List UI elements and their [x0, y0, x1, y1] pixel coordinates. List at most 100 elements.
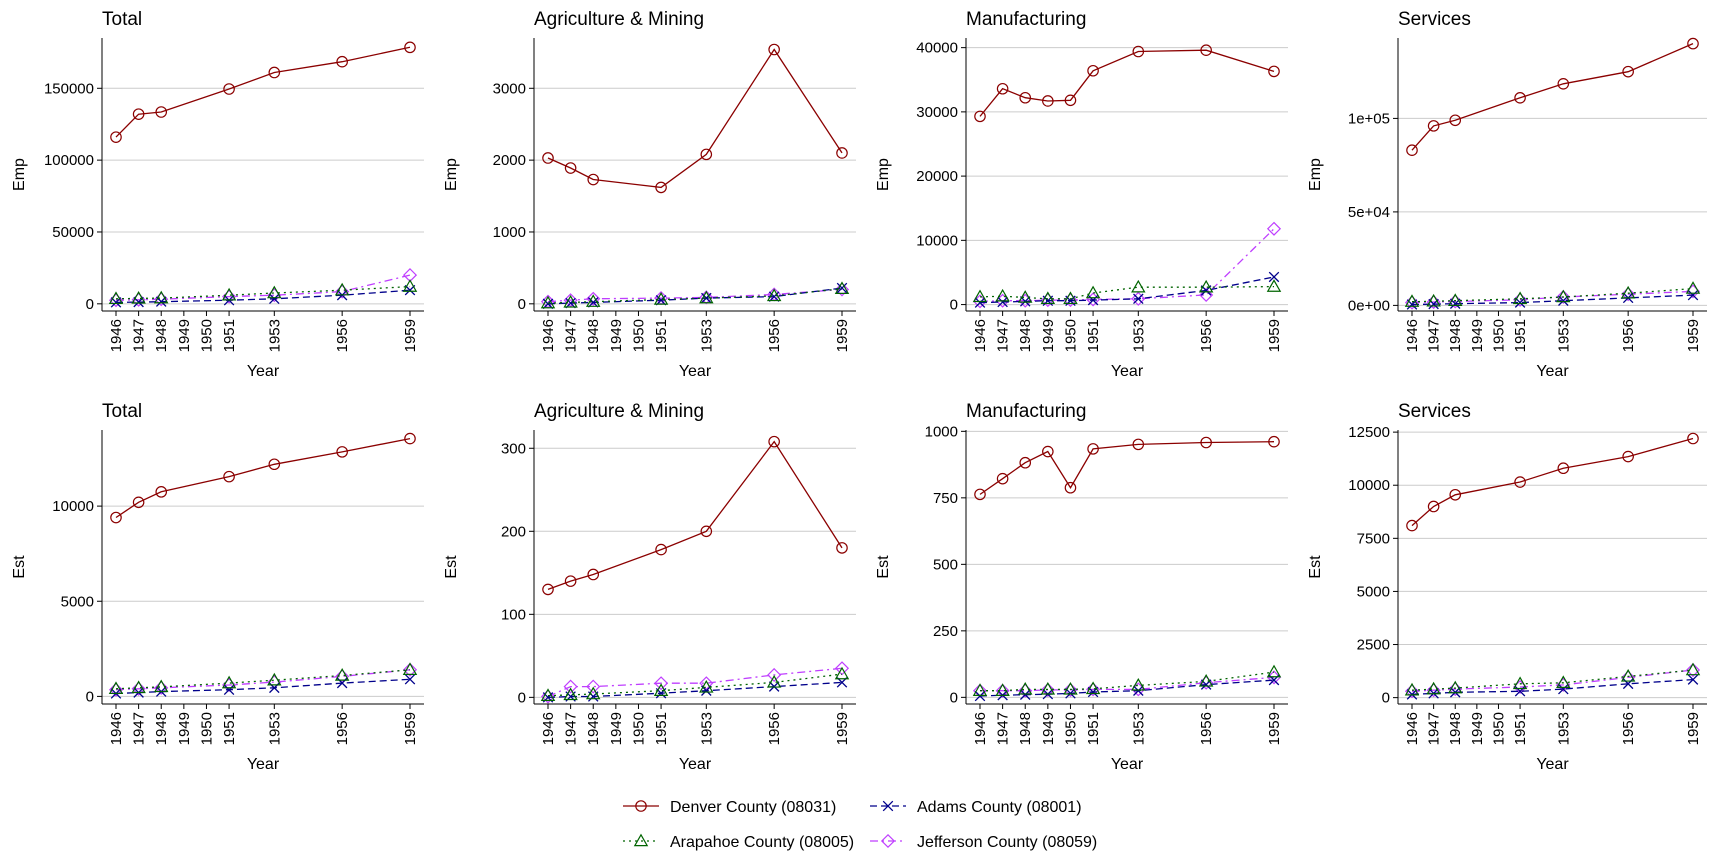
data-point — [1199, 287, 1214, 302]
data-point — [269, 293, 280, 305]
x-tick-label: 1953 — [698, 319, 715, 352]
data-point — [585, 686, 601, 700]
data-point — [1019, 91, 1032, 104]
data-point — [699, 290, 714, 305]
y-tick-label: 0 — [518, 689, 526, 706]
data-point — [540, 295, 556, 309]
data-point — [1557, 78, 1570, 90]
series-line — [1411, 43, 1694, 151]
data-point — [563, 294, 578, 308]
y-axis-label: Emp — [1307, 158, 1324, 191]
x-tick-label: 1946 — [540, 319, 557, 352]
data-point — [542, 152, 554, 164]
legend-label: Denver County (08031) — [670, 799, 836, 816]
panel-title: Manufacturing — [966, 401, 1086, 422]
data-point — [586, 679, 601, 694]
data-point — [1556, 289, 1571, 305]
x-tick-label: 1953 — [698, 712, 715, 745]
x-tick-label: 1949 — [176, 319, 193, 352]
series-arapahoe-county-08005 — [540, 281, 850, 309]
data-point — [404, 674, 416, 685]
data-point — [974, 297, 986, 308]
data-point — [766, 675, 782, 688]
y-tick-label: 40000 — [916, 40, 958, 57]
data-point — [335, 284, 350, 299]
series-line — [547, 667, 843, 698]
y-axis-label: Est — [443, 555, 460, 579]
legend-marker — [882, 800, 894, 812]
panel-est-agriculture-mining: Agriculture & Mining 0 100 200 300 1946 1947 19… — [443, 401, 856, 773]
series-denver-county-08031 — [1406, 432, 1699, 532]
x-tick-label: 1956 — [1198, 712, 1215, 745]
data-point — [587, 297, 599, 308]
series-line — [115, 274, 411, 301]
data-point — [972, 289, 988, 303]
y-tick-label: 0 — [86, 296, 94, 313]
legend-entry-arapahoe-county-08005: Arapahoe County (08005) — [623, 833, 854, 851]
y-tick-label: 250 — [933, 623, 958, 640]
legend-marker — [635, 800, 647, 812]
x-tick-label: 1951 — [1085, 712, 1102, 745]
series-jefferson-county-08059 — [540, 661, 850, 704]
x-tick-label: 1947 — [995, 319, 1012, 352]
legend-label: Adams County (08001) — [917, 799, 1082, 816]
data-point — [108, 291, 124, 305]
panel-title: Total — [102, 9, 142, 30]
data-point — [402, 662, 418, 676]
data-point — [586, 291, 601, 306]
data-point — [653, 292, 669, 305]
data-point — [336, 55, 348, 68]
data-point — [404, 432, 416, 445]
series-arapahoe-county-08005 — [972, 279, 1282, 305]
series-line — [547, 48, 843, 189]
y-tick-label: 5000 — [1357, 583, 1390, 600]
data-point — [1133, 293, 1144, 305]
data-point — [1133, 685, 1144, 696]
y-tick-label: 100000 — [44, 152, 94, 169]
data-point — [1687, 37, 1699, 50]
series-arapahoe-county-08005 — [108, 662, 418, 695]
x-tick-label: 1953 — [1555, 319, 1572, 352]
x-tick-label: 1948 — [153, 712, 170, 745]
panel-est-manufacturing: Manufacturing 0 250 500 750 1000 1946 1947 1948 1… — [875, 401, 1288, 773]
panel-emp-total: Total 0 50000 100000 150000 1946 1947 1948 1949 1… — [11, 9, 424, 380]
series-adams-county-08001 — [1406, 289, 1699, 310]
data-point — [768, 43, 780, 56]
data-point — [563, 679, 578, 694]
data-point — [1512, 291, 1528, 305]
data-point — [334, 282, 350, 296]
y-tick-label: 3000 — [493, 80, 526, 97]
data-point — [565, 297, 576, 309]
data-point — [834, 666, 850, 680]
data-point — [974, 488, 986, 501]
data-point — [334, 668, 350, 681]
data-point — [132, 108, 145, 120]
y-axis-label: Emp — [443, 158, 460, 191]
x-tick-label: 1959 — [1266, 319, 1283, 352]
panel-est-total: Total 0 5000 10000 1946 1947 1948 1949 1950 1951 1… — [11, 401, 424, 773]
data-point — [1040, 682, 1055, 697]
data-point — [1406, 144, 1418, 156]
data-point — [268, 458, 281, 471]
legend-label: Arapahoe County (08005) — [670, 834, 854, 851]
data-point — [1266, 279, 1282, 292]
data-point — [1557, 462, 1570, 475]
y-axis-label: Emp — [11, 158, 28, 191]
data-point — [404, 41, 416, 54]
data-point — [336, 446, 348, 458]
legend-marker — [633, 833, 649, 847]
data-point — [1200, 44, 1212, 57]
x-tick-label: 1948 — [1447, 319, 1464, 352]
data-point — [1266, 664, 1282, 678]
data-point — [1019, 456, 1032, 469]
x-tick-label: 1949 — [1040, 712, 1057, 745]
data-point — [222, 289, 237, 304]
series-line — [1411, 290, 1694, 304]
series-line — [115, 437, 411, 519]
data-point — [1449, 488, 1462, 501]
x-tick-label: 1946 — [108, 712, 125, 745]
series-denver-county-08031 — [110, 432, 416, 524]
data-point — [1620, 668, 1636, 682]
data-point — [1131, 291, 1146, 306]
